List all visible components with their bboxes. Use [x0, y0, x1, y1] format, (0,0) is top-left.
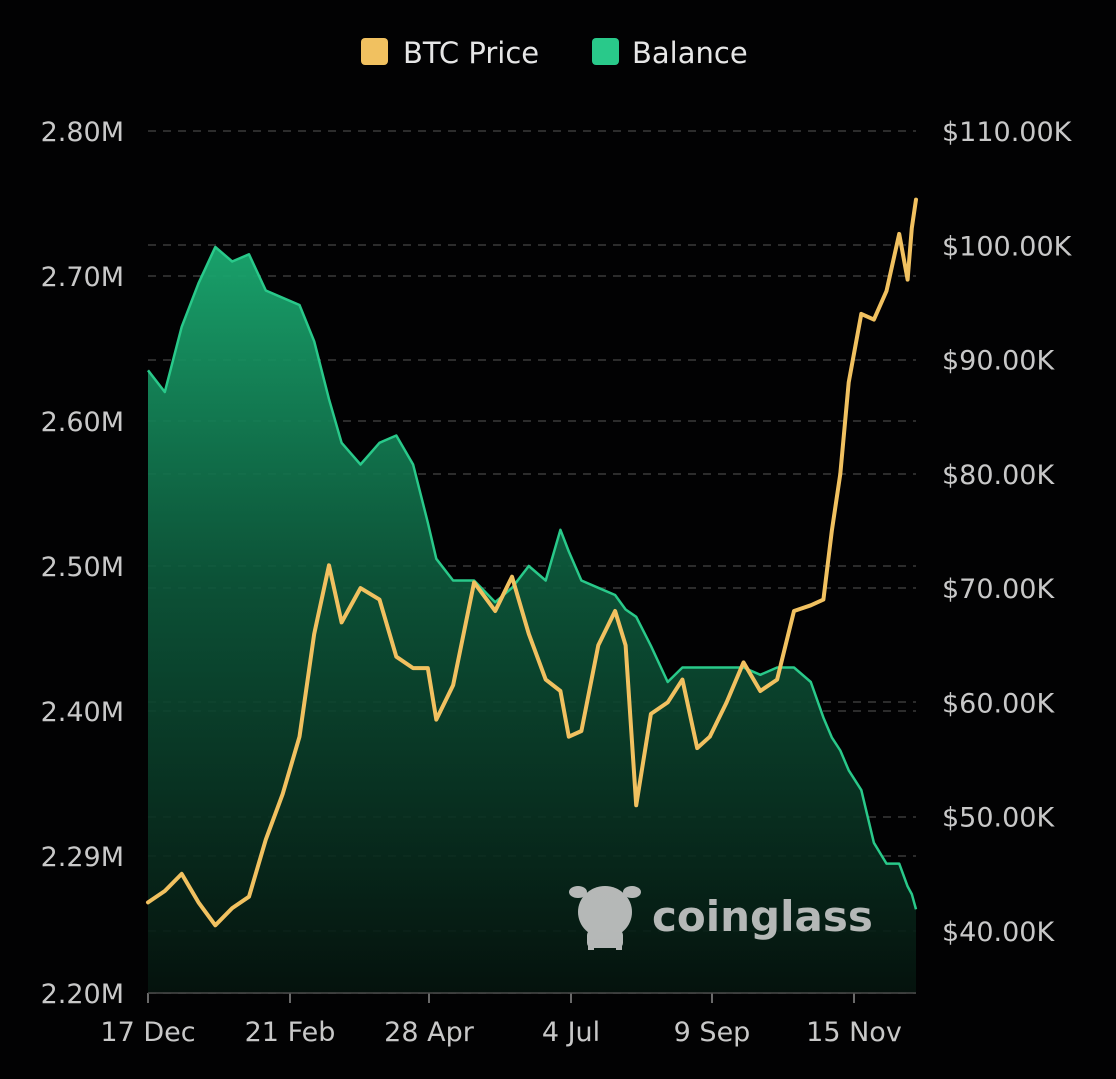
- series-lines: [146, 197, 918, 928]
- right-tick-label: $50.00K: [942, 803, 1055, 834]
- right-tick-label: $60.00K: [942, 688, 1055, 719]
- balance-line: [147, 245, 918, 910]
- balance-area-fill: [148, 247, 916, 993]
- x-tick-label: 17 Dec: [100, 1017, 195, 1048]
- legend-swatch: [592, 38, 619, 65]
- legend-swatch: [361, 38, 388, 65]
- x-tick-label: 28 Apr: [384, 1017, 475, 1048]
- left-tick-label: 2.70M: [41, 262, 124, 293]
- right-tick-label: $90.00K: [942, 346, 1055, 377]
- legend: BTC Price Balance: [361, 36, 748, 70]
- left-tick-label: 2.60M: [41, 407, 124, 438]
- right-tick-label: $70.00K: [942, 574, 1055, 605]
- legend-label: Balance: [632, 36, 748, 70]
- right-axis: $40.00K $50.00K $60.00K $70.00K $80.00K $90.0…: [942, 117, 1073, 948]
- right-tick-label: $100.00K: [942, 231, 1073, 262]
- x-tick-label: 21 Feb: [245, 1017, 336, 1048]
- x-tick-label: 4 Jul: [542, 1017, 600, 1048]
- left-tick-label: 2.20M: [41, 979, 124, 1010]
- watermark-text: coinglass: [652, 892, 873, 941]
- right-tick-label: $80.00K: [942, 460, 1055, 491]
- watermark: coinglass: [569, 886, 873, 950]
- x-axis: 17 Dec 21 Feb 28 Apr 4 Jul 9 Sep 15 Nov: [100, 992, 916, 1048]
- x-tick-label: 15 Nov: [806, 1017, 902, 1048]
- left-tick-label: 2.50M: [41, 552, 124, 583]
- right-tick-label: $40.00K: [942, 917, 1055, 948]
- legend-label: BTC Price: [403, 36, 539, 70]
- left-tick-label: 2.80M: [41, 117, 124, 148]
- btc-price-line: [146, 197, 918, 928]
- left-tick-label: 2.40M: [41, 697, 124, 728]
- left-tick-label: 2.29M: [41, 842, 124, 873]
- coinglass-bull-logo-icon: [569, 886, 641, 950]
- x-tick-label: 9 Sep: [674, 1017, 751, 1048]
- right-tick-label: $110.00K: [942, 117, 1073, 148]
- left-axis: 2.20M 2.29M 2.40M 2.50M 2.60M 2.70M 2.80M: [41, 117, 124, 1010]
- balance-area: [148, 247, 916, 993]
